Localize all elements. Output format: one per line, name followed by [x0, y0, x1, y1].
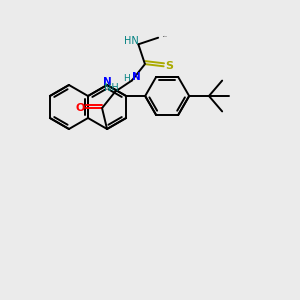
Text: methyl: methyl — [163, 36, 168, 37]
Text: N: N — [132, 72, 141, 82]
Text: N: N — [103, 77, 111, 87]
Text: S: S — [166, 61, 174, 71]
Text: O: O — [76, 103, 85, 113]
Text: NH: NH — [104, 82, 119, 93]
Text: H: H — [123, 74, 130, 83]
Text: HN: HN — [124, 36, 139, 46]
